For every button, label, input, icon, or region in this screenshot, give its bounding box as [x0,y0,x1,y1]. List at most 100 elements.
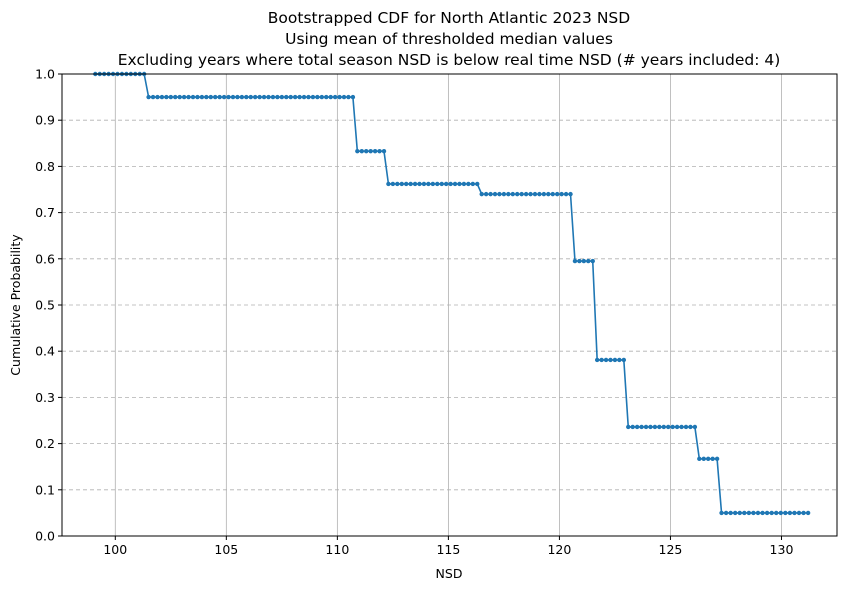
data-point [801,510,806,516]
y-tick-label: 0.4 [35,344,55,359]
data-point [372,148,378,154]
data-point [528,191,533,197]
data-point [537,191,542,197]
data-point [217,94,222,100]
y-tick-label: 0.3 [35,390,55,405]
data-point [787,510,793,516]
y-tick-label: 0.6 [35,251,55,266]
data-point [204,94,209,100]
data-point [430,181,436,187]
data-point [364,148,369,154]
data-point [390,181,396,187]
data-point [555,191,560,197]
data-point [328,94,333,100]
data-point [355,148,360,154]
data-point [368,148,373,154]
data-point [568,191,573,197]
cdf-line [95,73,809,514]
data-point [146,94,151,100]
data-point [190,94,196,100]
data-point [774,510,779,516]
data-point [497,191,502,197]
data-point [346,94,351,100]
data-point [608,357,613,363]
data-point [760,510,765,516]
x-tick-label: 120 [547,542,571,557]
data-point [742,510,747,516]
grid [62,73,837,537]
data-point [404,181,409,187]
data-point [452,181,458,187]
data-point [532,191,538,197]
data-point [426,181,431,187]
data-point [563,191,569,197]
data-point [683,424,689,430]
data-point [279,94,285,100]
data-point [510,191,515,197]
data-point [275,94,280,100]
data-point [590,258,595,264]
data-point [377,148,382,154]
data-point [284,94,289,100]
data-point [617,357,622,363]
x-tick-label: 130 [770,542,794,557]
data-point [559,191,564,197]
data-point [492,191,498,197]
series-line [93,71,811,516]
data-point [261,94,267,100]
data-point [634,424,640,430]
y-tick-label: 1.0 [35,67,55,82]
data-point [350,94,356,100]
data-point [439,181,444,187]
data-point [395,181,400,187]
data-point [475,181,480,187]
data-point [381,148,387,154]
data-point [550,191,555,197]
data-point [213,94,218,100]
data-point [399,181,404,187]
data-point [337,94,342,100]
data-point [778,510,783,516]
data-point [199,94,205,100]
data-point [733,510,738,516]
data-point [164,94,169,100]
data-point [159,94,165,100]
data-point [257,94,262,100]
data-point [248,94,253,100]
data-point [594,357,600,363]
data-point [155,94,160,100]
data-point [626,424,631,430]
data-point [783,510,788,516]
data-point [706,456,711,462]
x-tick-label: 115 [436,542,460,557]
data-point [792,510,797,516]
data-point [657,424,662,430]
data-point [764,510,770,516]
y-tick-label: 0.0 [35,529,55,544]
y-tick-label: 0.7 [35,205,55,220]
data-point [412,181,418,187]
data-point [239,94,245,100]
data-point [435,181,440,187]
data-point [796,510,802,516]
data-point [805,510,811,516]
data-point [386,181,391,187]
y-tick-label: 0.8 [35,159,55,174]
data-point [181,94,187,100]
data-point [408,181,413,187]
data-point [697,456,702,462]
data-point [661,424,666,430]
data-point [221,94,227,100]
data-point [581,258,587,264]
data-point [769,510,774,516]
data-point [746,510,752,516]
axis-ticks: 100 105 110 115 120 125 130 0.0 0.1 0.2 0.3 0.4 0.5 0… [35,67,793,558]
data-point [648,424,653,430]
data-point [612,357,618,363]
data-point [483,191,489,197]
x-tick-label: 125 [659,542,683,557]
y-tick-label: 0.1 [35,482,55,497]
data-point [306,94,311,100]
data-point [751,510,756,516]
data-point [723,510,729,516]
